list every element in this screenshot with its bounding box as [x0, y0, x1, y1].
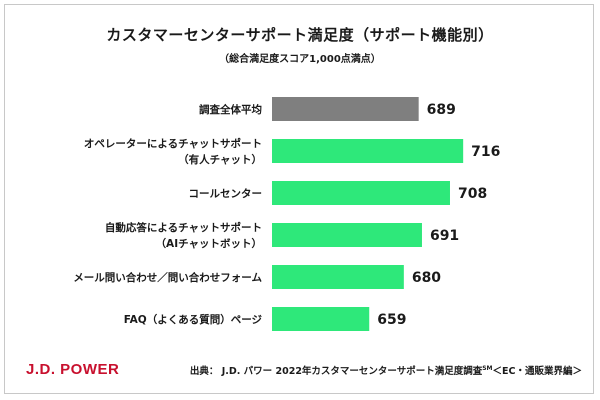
value-label-2: 708	[458, 186, 487, 202]
category-label-0-line-0: 調査全体平均	[199, 103, 262, 116]
category-label-3-line-1: （AIチャットボット）	[156, 237, 262, 250]
category-label-2-line-0: コールセンター	[189, 188, 263, 200]
jd-power-logo: J.D. POWER	[26, 361, 120, 378]
value-label-0: 689	[427, 102, 456, 118]
category-label-1-line-0: オペレーターによるチャットサポート	[84, 137, 262, 150]
category-label-1-line-1: （有人チャット）	[178, 153, 262, 166]
category-label-1: オペレーターによるチャットサポート （有人チャット）	[84, 137, 262, 166]
bar-3	[272, 223, 422, 247]
value-label-3: 691	[430, 228, 459, 244]
category-label-0: 調査全体平均	[199, 103, 262, 116]
category-label-5: FAQ（よくある質問）ページ	[124, 313, 263, 326]
source-prefix: 出典： J.D. パワー 2022年カスタマーセンターサポート満足度調査	[189, 366, 483, 377]
bar-5	[272, 307, 370, 331]
source-superscript: SM	[482, 364, 493, 372]
category-label-3-line-0: 自動応答によるチャットサポート	[105, 221, 262, 234]
bar-1	[272, 139, 464, 163]
bar-4	[272, 265, 404, 289]
chart-title: カスタマーセンターサポート満足度（サポート機能別）	[106, 26, 494, 44]
category-label-4-line-0: メール問い合わせ／問い合わせフォーム	[73, 271, 262, 284]
bar-2	[272, 181, 450, 205]
source-suffix: ＜EC・通販業界編＞	[492, 366, 582, 377]
category-label-5-line-0: FAQ（よくある質問）ページ	[124, 313, 263, 326]
category-label-2: コールセンター	[189, 188, 263, 200]
value-label-1: 716	[471, 144, 500, 160]
category-label-3: 自動応答によるチャットサポート （AIチャットボット）	[105, 221, 262, 250]
bar-0	[272, 97, 419, 121]
chart-subtitle: （総合満足度スコア1,000点満点）	[219, 54, 381, 65]
category-label-4: メール問い合わせ／問い合わせフォーム	[73, 271, 262, 284]
source-note: 出典： J.D. パワー 2022年カスタマーセンターサポート満足度調査SM＜E…	[190, 363, 582, 377]
figure-frame	[4, 4, 594, 394]
value-label-5: 659	[377, 312, 406, 328]
value-label-4: 680	[412, 270, 441, 286]
